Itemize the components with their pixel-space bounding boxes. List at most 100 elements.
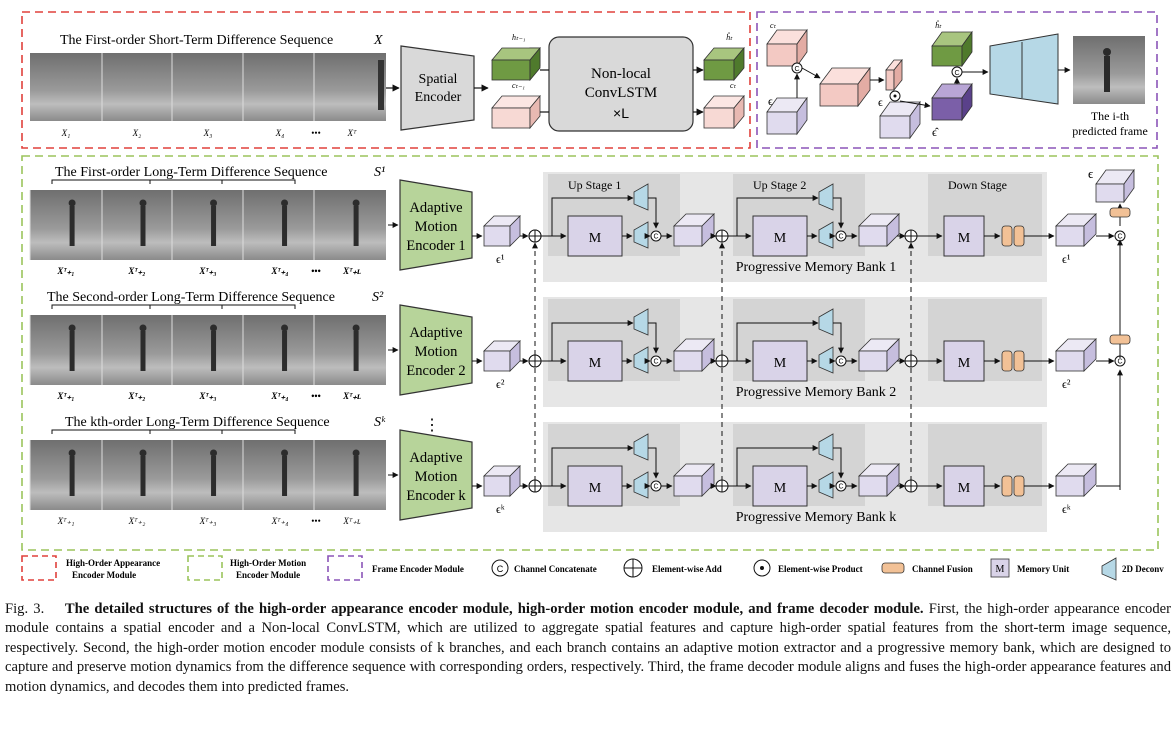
- concat-node-1-symbol: C: [653, 359, 658, 366]
- svg-text:•••: •••: [311, 266, 320, 276]
- legend-appearance-2: Encoder Module: [72, 570, 136, 580]
- branch-frames: [29, 315, 386, 385]
- c-next-label: cₜ: [730, 81, 737, 90]
- feature-cuboid-1: [673, 463, 715, 497]
- encoder-label-3: Encoder k: [406, 488, 466, 504]
- motion-module-border: [21, 155, 1159, 551]
- deconv-upper: [633, 183, 649, 211]
- concat-node-2-symbol: C: [838, 359, 843, 366]
- deconv-lower: [818, 346, 834, 374]
- decoder-eps2-cuboid: [879, 100, 921, 140]
- branch-title: The Second-order Long-Term Difference Se…: [47, 290, 335, 305]
- svg-text:Xᵀ₊ʟ: Xᵀ₊ʟ: [342, 266, 361, 276]
- appearance-module-border: [21, 11, 751, 149]
- feature-cuboid-2: [858, 338, 900, 372]
- concat-node-1-symbol: C: [653, 484, 658, 491]
- eps-out-label: ϵ²: [1062, 377, 1071, 391]
- legend-concat: Channel Concatenate: [514, 564, 597, 574]
- memory-unit-label: M: [774, 481, 787, 496]
- memory-unit-up-1: [567, 215, 623, 257]
- legend-deconv: 2D Deconv: [1122, 564, 1164, 574]
- caption-figure-number: Fig. 3.: [5, 601, 45, 617]
- concat-node-2-symbol: C: [838, 234, 843, 241]
- legend-memory: Memory Unit: [1017, 564, 1069, 574]
- memory-unit-down: [943, 465, 985, 507]
- motion-branches: The First-order Long-Term Difference Seq…: [29, 165, 1126, 532]
- adaptive-motion-encoder: [399, 429, 473, 521]
- branch-symbol: Sᵏ: [374, 415, 386, 430]
- branch-title: The First-order Long-Term Difference Seq…: [55, 165, 327, 180]
- eps-label: ϵᵏ: [496, 502, 505, 516]
- memory-unit-label: M: [958, 231, 971, 246]
- eps-out-label: ϵ¹: [1062, 252, 1071, 266]
- memory-unit-label: M: [589, 231, 602, 246]
- adaptive-motion-encoder: [399, 179, 473, 271]
- encoder-label-1: Adaptive: [409, 450, 462, 466]
- memory-unit-up-2: [752, 215, 808, 257]
- svg-text:X₄: X₄: [275, 128, 285, 138]
- stage-title-1: Up Stage 1: [568, 178, 621, 192]
- deconv-upper: [633, 308, 649, 336]
- c-prev-label: cₜ₋₁: [512, 81, 525, 90]
- eps-out-label: ϵᵏ: [1062, 502, 1071, 516]
- memory-unit-label: M: [589, 356, 602, 371]
- spatial-encoder-label-2: Encoder: [415, 90, 462, 105]
- legend-motion-1: High-Order Motion: [230, 558, 306, 568]
- svg-text:Xᵀ: Xᵀ: [347, 128, 357, 138]
- cell-state-next-cuboid: [703, 94, 745, 130]
- encoder-label-3: Encoder 2: [406, 363, 465, 379]
- decoder-c-cuboid: [766, 28, 808, 68]
- memory-unit-down: [943, 340, 985, 382]
- progressive-memory-bank-label: Progressive Memory Bank 2: [736, 385, 897, 400]
- decoder-concat-1-symbol: C: [794, 66, 799, 73]
- branch-frame-labels: Xᵀ₊₁ Xᵀ₊₂ Xᵀ₊₃ Xᵀ₊₄ ••• Xᵀ₊ʟ: [57, 516, 362, 526]
- svg-text:•••: •••: [311, 391, 320, 401]
- decoder-eps-cuboid: [766, 96, 808, 136]
- encoder-label-2: Motion: [415, 469, 458, 485]
- eps-out-cuboid: [1055, 213, 1097, 247]
- hidden-state-prev-cuboid: [491, 46, 541, 82]
- deconv-upper: [818, 433, 834, 461]
- legend-frame: Frame Encoder Module: [372, 564, 464, 574]
- encoder-label-2: Motion: [415, 219, 458, 235]
- adaptive-motion-encoder: [399, 304, 473, 396]
- svg-text:X₂: X₂: [132, 128, 142, 138]
- spatial-encoder-block: [400, 45, 475, 131]
- svg-text:•••: •••: [311, 128, 320, 138]
- eps-out-cuboid: [1055, 338, 1097, 372]
- frame-module-border: [756, 11, 1158, 149]
- legend-appearance-1: High-Order Appearance: [66, 558, 160, 568]
- memory-unit-label: M: [958, 356, 971, 371]
- final-eps-cuboid: [1095, 168, 1135, 204]
- deconv-lower: [818, 471, 834, 499]
- svg-text:Xᵀ₊₄: Xᵀ₊₄: [270, 266, 288, 276]
- svg-text:Xᵀ₊₄: Xᵀ₊₄: [271, 516, 289, 526]
- encoder-label-2: Motion: [415, 344, 458, 360]
- eps-out-cuboid: [1055, 463, 1097, 497]
- branch-title: The kth-order Long-Term Difference Seque…: [65, 415, 330, 430]
- deconv-upper: [818, 183, 834, 211]
- svg-text:Xᵀ₊₃: Xᵀ₊₃: [198, 266, 216, 276]
- hidden-state-next-cuboid: [703, 46, 745, 82]
- eps-cuboid: [483, 215, 521, 247]
- spatial-encoder-label-1: Spatial: [419, 72, 458, 87]
- feature-cuboid-2: [858, 213, 900, 247]
- predicted-label-2: predicted frame: [1072, 124, 1148, 138]
- svg-text:X₃: X₃: [203, 128, 213, 138]
- decoder-deconv-block: [989, 33, 1059, 105]
- svg-text:Xᵀ₊ʟ: Xᵀ₊ʟ: [342, 391, 361, 401]
- progressive-memory-bank-label: Progressive Memory Bank 1: [736, 260, 897, 275]
- eps-cuboid: [483, 340, 521, 372]
- deconv-upper: [633, 433, 649, 461]
- svg-text:Xᵀ₊₄: Xᵀ₊₄: [270, 391, 288, 401]
- final-eps-label: ϵ: [1088, 166, 1093, 181]
- h-next-label: ĥₜ: [726, 32, 733, 42]
- eps-cuboid: [483, 465, 521, 497]
- convlstm-block: [548, 36, 694, 132]
- svg-text:X₁: X₁: [61, 128, 71, 138]
- deconv-lower: [633, 471, 649, 499]
- svg-text:Xᵀ₊₂: Xᵀ₊₂: [128, 516, 146, 526]
- feature-cuboid-1: [673, 338, 715, 372]
- decoder-eps-label: ϵ: [768, 94, 773, 108]
- svg-text:C: C: [497, 564, 504, 574]
